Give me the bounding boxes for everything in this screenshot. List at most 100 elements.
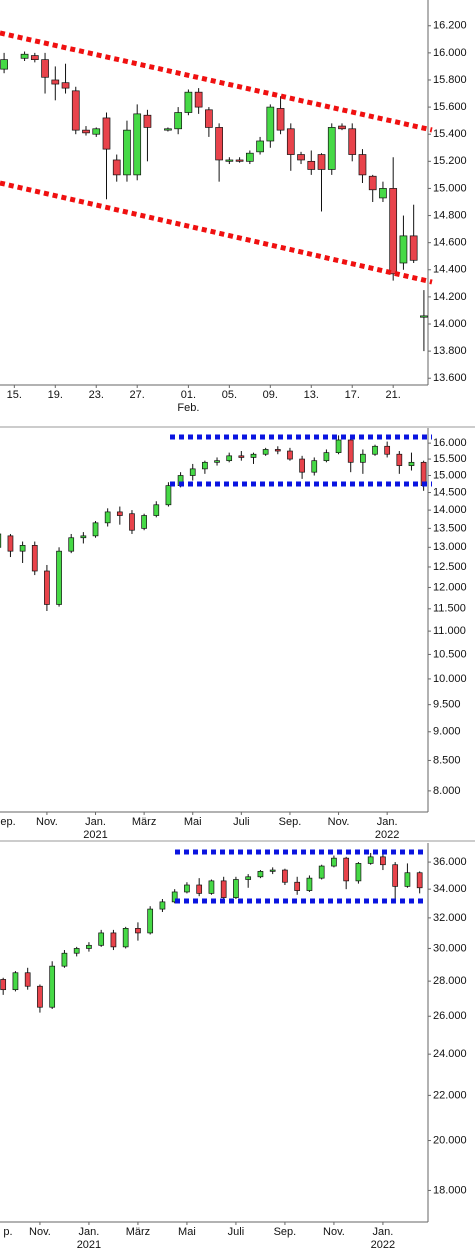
candles [0,850,423,1013]
y-tick-label: 11.000 [433,625,466,637]
candle-body [327,127,336,170]
x-tick-sublabel: 2022 [371,1239,395,1250]
candle-body [389,188,398,275]
candle-body [250,453,257,458]
candle-body [196,884,203,894]
trend-line-lower [0,180,433,285]
candle-body [269,869,276,872]
x-tick-label: 01. [181,389,196,401]
y-tick-label: 12.500 [433,561,467,573]
candle-body [56,550,62,605]
candle-body [257,871,264,878]
candle-body [41,59,49,78]
candle-body [202,461,208,470]
candle-body [19,545,26,552]
x-tick-label: Jan. [85,816,106,828]
x-tick-label: 13. [304,389,319,401]
y-tick-label: 12.000 [433,581,467,593]
candle-body [399,235,408,264]
candle-body [164,128,172,131]
y-tick-label: 10.500 [433,648,467,660]
candle-body [12,972,19,991]
candle-body [220,880,227,898]
x-tick-label: Jan. [373,1226,394,1238]
y-tick-label: 34.000 [433,883,467,895]
candle-body [98,932,105,946]
y-tick-label: 24.000 [433,1048,467,1060]
candle-body [404,872,411,887]
candle-body [123,129,131,176]
x-tick-sublabel: 2021 [77,1239,101,1250]
candle-body [37,985,43,1008]
candle-body [311,460,318,473]
y-tick-label: 13.000 [433,541,467,553]
x-tick-label: 17. [345,389,360,401]
candle-body [323,452,330,462]
candle-body [368,175,377,191]
x-tick-label: März [132,816,156,828]
y-tick-label: 18.000 [433,1184,467,1196]
candle-body [286,128,295,155]
candle-body [276,108,285,131]
y-tick-label: 15.000 [433,182,467,194]
candle-body [205,109,213,128]
x-tick-label: Nov. [36,816,58,828]
y-tick-label: 8.500 [433,754,461,766]
x-tick-label: 09. [263,389,278,401]
y-tick-label: 20.000 [433,1134,467,1146]
y-tick-label: 14.000 [433,504,467,516]
candle-body [331,857,337,867]
candle-body [214,460,220,463]
candle-body [380,856,386,866]
candle-body [174,112,183,130]
x-tick-label: Nov. [328,816,350,828]
y-tick-label: 15.600 [433,101,467,113]
x-tick-label: 21. [386,389,401,401]
y-tick-label: 14.000 [433,318,467,330]
y-tick-label: 22.000 [433,1089,467,1101]
candle-body [0,979,7,991]
candle-body [82,129,90,134]
candle-body [7,535,14,552]
candle-body [102,117,111,150]
candle-body [348,128,357,155]
candle-body [171,891,178,903]
x-tick-label: 27. [130,389,145,401]
candle-body [306,877,313,891]
candle-body [355,863,362,882]
candle-body [61,952,68,967]
y-tick-label: 9.500 [433,699,461,711]
candle-body [184,884,190,893]
y-tick-label: 16.000 [433,437,467,449]
x-tick-label: Jan. [79,1226,100,1238]
y-tick-label: 14.600 [433,237,467,249]
y-tick-label: 36.000 [433,856,467,868]
candle-body [110,932,117,948]
candle-body [122,928,129,948]
candle-body [0,59,8,70]
candle-body [409,235,418,261]
y-tick-label: 8.000 [433,785,461,797]
y-tick-label: 15.500 [433,453,467,465]
y-tick-label: 13.800 [433,345,467,357]
y-tick-label: 26.000 [433,1010,467,1022]
candle-body [282,869,288,883]
candle-body [184,91,193,113]
candle-body [245,876,252,880]
y-tick-label: 15.800 [433,74,467,86]
candle-body [384,445,391,455]
candle-body [347,439,354,463]
candle-body [360,453,366,463]
candle-body [226,455,233,462]
candle-body [0,533,2,548]
candle-body [73,948,80,954]
candle-body [392,864,399,887]
x-tick-label: Jan. [377,816,398,828]
x-tick-sublabel: 2022 [375,829,399,841]
candle-body [343,857,350,882]
candle-body [31,545,38,572]
candle-body [159,901,166,910]
candle-body [256,140,264,153]
